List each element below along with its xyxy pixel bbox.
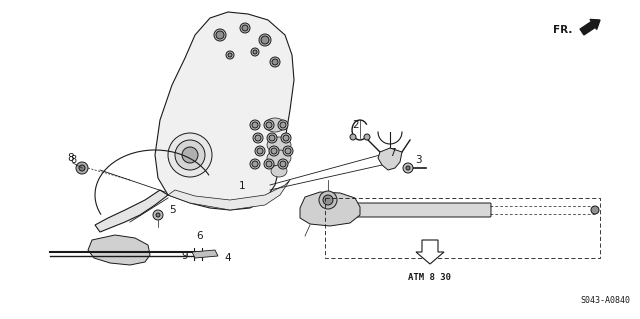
Circle shape <box>250 159 260 169</box>
Circle shape <box>319 191 337 209</box>
Polygon shape <box>88 235 150 265</box>
Circle shape <box>267 133 277 143</box>
Circle shape <box>281 133 291 143</box>
Circle shape <box>259 34 271 46</box>
Circle shape <box>255 146 265 156</box>
Bar <box>325 198 600 258</box>
Circle shape <box>252 122 258 128</box>
Circle shape <box>253 133 263 143</box>
Circle shape <box>271 148 277 154</box>
Circle shape <box>269 146 279 156</box>
Circle shape <box>251 48 259 56</box>
Circle shape <box>304 204 316 216</box>
Polygon shape <box>155 12 294 210</box>
Circle shape <box>278 120 288 130</box>
Text: 1: 1 <box>239 181 245 191</box>
Circle shape <box>280 161 286 167</box>
Circle shape <box>252 161 258 167</box>
Circle shape <box>266 122 272 128</box>
Circle shape <box>240 23 250 33</box>
Circle shape <box>283 135 289 141</box>
Polygon shape <box>168 180 290 210</box>
Circle shape <box>76 162 88 174</box>
Circle shape <box>216 31 224 39</box>
Circle shape <box>175 140 205 170</box>
Text: 9: 9 <box>182 251 188 261</box>
Circle shape <box>228 53 232 57</box>
Text: 4: 4 <box>225 253 231 263</box>
Text: 3: 3 <box>415 155 421 165</box>
Circle shape <box>226 51 234 59</box>
Text: 7: 7 <box>388 148 396 158</box>
Polygon shape <box>416 240 444 264</box>
Polygon shape <box>300 192 360 226</box>
Polygon shape <box>378 148 402 170</box>
Circle shape <box>257 148 263 154</box>
Ellipse shape <box>265 118 285 132</box>
Circle shape <box>350 134 356 140</box>
Circle shape <box>153 210 163 220</box>
Text: 5: 5 <box>169 205 175 215</box>
Circle shape <box>266 161 272 167</box>
Text: 8: 8 <box>68 153 74 163</box>
Circle shape <box>242 25 248 31</box>
Circle shape <box>182 147 198 163</box>
Circle shape <box>269 135 275 141</box>
Circle shape <box>250 120 260 130</box>
Text: S043-A0840: S043-A0840 <box>580 296 630 305</box>
Text: 8: 8 <box>70 155 76 165</box>
Text: 2: 2 <box>353 120 359 130</box>
Circle shape <box>285 148 291 154</box>
Circle shape <box>253 50 257 54</box>
Circle shape <box>156 213 160 217</box>
Circle shape <box>255 135 261 141</box>
Circle shape <box>214 29 226 41</box>
Circle shape <box>168 133 212 177</box>
Circle shape <box>591 206 599 214</box>
Ellipse shape <box>271 165 287 177</box>
Polygon shape <box>192 250 218 258</box>
Circle shape <box>403 163 413 173</box>
Circle shape <box>278 159 288 169</box>
FancyBboxPatch shape <box>309 203 491 217</box>
FancyArrow shape <box>580 19 600 35</box>
Circle shape <box>283 146 293 156</box>
Ellipse shape <box>267 137 291 153</box>
Circle shape <box>364 134 370 140</box>
Circle shape <box>272 59 278 65</box>
Circle shape <box>323 195 333 205</box>
Circle shape <box>79 165 85 171</box>
Circle shape <box>264 159 274 169</box>
Text: 6: 6 <box>196 231 204 241</box>
Circle shape <box>280 122 286 128</box>
Text: ATM 8 30: ATM 8 30 <box>408 273 451 283</box>
Circle shape <box>270 57 280 67</box>
Text: FR.: FR. <box>552 25 572 35</box>
Circle shape <box>264 120 274 130</box>
Circle shape <box>261 36 269 44</box>
Ellipse shape <box>267 150 291 166</box>
Circle shape <box>406 166 410 170</box>
Polygon shape <box>95 190 168 232</box>
